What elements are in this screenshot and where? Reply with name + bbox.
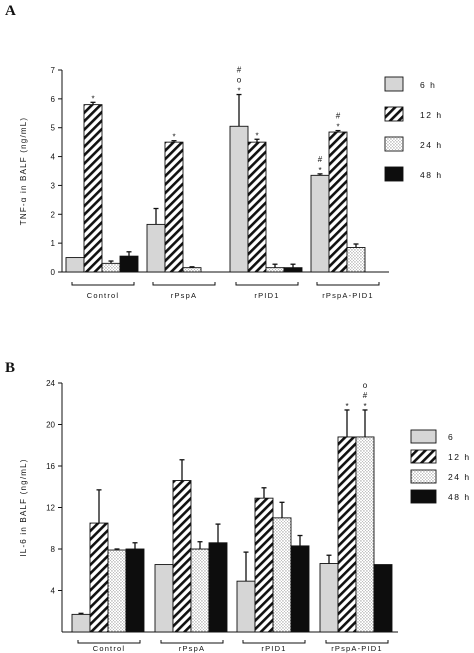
legend-label: 6 h bbox=[420, 80, 436, 90]
y-tick-label: 16 bbox=[46, 462, 55, 471]
significance-mark: * bbox=[172, 133, 175, 142]
legend-label: 12 h bbox=[420, 110, 443, 120]
significance-mark: # bbox=[318, 155, 323, 164]
legend-swatch bbox=[410, 489, 437, 504]
y-tick-label: 6 bbox=[51, 95, 56, 104]
category-bracket bbox=[71, 282, 135, 286]
legend-swatch bbox=[384, 76, 404, 92]
significance-mark: # bbox=[363, 391, 368, 400]
bar bbox=[265, 267, 285, 273]
bar bbox=[247, 141, 267, 273]
legend-label: 24 h bbox=[420, 140, 443, 150]
bar bbox=[65, 257, 85, 273]
significance-mark: * bbox=[237, 87, 240, 96]
significance-mark: * bbox=[255, 131, 258, 140]
bar bbox=[89, 522, 109, 633]
bar bbox=[154, 564, 174, 633]
chart-tnf-alpha: 0 1 2 3 4 5 6 7 TNF-α in BALF (ng/mL) Control rPsp… bbox=[19, 66, 443, 300]
bar bbox=[83, 104, 103, 273]
y-tick-label: 5 bbox=[51, 124, 56, 133]
y-tick-label: 7 bbox=[51, 66, 56, 75]
significance-mark: * bbox=[318, 166, 321, 175]
legend-label: 24 h bbox=[448, 472, 471, 482]
category-label: rPspA bbox=[171, 291, 197, 300]
category-bracket bbox=[242, 640, 306, 644]
y-tick-label: 8 bbox=[51, 545, 56, 554]
panel-label-b: B bbox=[5, 360, 15, 376]
legend-swatch bbox=[384, 106, 404, 122]
legend-swatch bbox=[384, 136, 404, 152]
significance-mark: * bbox=[363, 402, 366, 411]
bar bbox=[107, 549, 127, 633]
y-axis-title: IL-6 in BALF (ng/mL) bbox=[19, 458, 28, 556]
bar bbox=[190, 548, 210, 633]
bar bbox=[346, 247, 366, 273]
bar bbox=[236, 580, 256, 633]
bar bbox=[319, 563, 339, 633]
category-bracket bbox=[316, 282, 380, 286]
legend-swatch bbox=[410, 429, 437, 444]
bar bbox=[164, 141, 184, 273]
category-bracket bbox=[235, 282, 299, 286]
y-tick-label: 24 bbox=[46, 379, 55, 388]
y-tick-label: 2 bbox=[51, 210, 56, 219]
y-tick-label: 12 bbox=[46, 504, 55, 513]
y-tick-label: 20 bbox=[46, 421, 55, 430]
significance-mark: * bbox=[345, 402, 348, 411]
y-axis-title: TNF-α in BALF (ng/mL) bbox=[19, 117, 28, 226]
legend-label: 6 bbox=[448, 432, 454, 442]
bar bbox=[254, 497, 274, 633]
legend-label: 48 h bbox=[420, 170, 443, 180]
bar bbox=[355, 436, 375, 633]
bar bbox=[283, 267, 303, 273]
significance-mark: * bbox=[336, 123, 339, 132]
y-tick-label: 1 bbox=[51, 239, 56, 248]
legend-swatch bbox=[410, 449, 437, 464]
bar bbox=[182, 267, 202, 273]
bar bbox=[172, 480, 192, 633]
category-bracket bbox=[325, 640, 389, 644]
chart-il-6: 4 8 12 16 20 24 IL-6 in BALF (ng/mL) Control rPs… bbox=[19, 379, 471, 653]
bar bbox=[373, 564, 393, 633]
bar bbox=[119, 255, 139, 273]
category-label: Control bbox=[87, 291, 120, 300]
category-bracket bbox=[152, 282, 216, 286]
significance-mark: # bbox=[336, 112, 341, 121]
bar bbox=[71, 613, 91, 633]
legend-swatch bbox=[410, 469, 437, 484]
category-label: rPID1 bbox=[254, 291, 279, 300]
category-bracket bbox=[77, 640, 141, 644]
bar bbox=[146, 223, 166, 273]
significance-mark: * bbox=[91, 94, 94, 103]
legend-swatch bbox=[384, 166, 404, 182]
bar bbox=[208, 542, 228, 633]
panel-label-a: A bbox=[5, 3, 16, 19]
category-bracket bbox=[160, 640, 224, 644]
bar bbox=[310, 174, 330, 273]
bar bbox=[290, 545, 310, 633]
legend-label: 48 h bbox=[448, 492, 471, 502]
significance-mark: o bbox=[363, 381, 368, 390]
bar bbox=[337, 436, 357, 633]
bar bbox=[272, 517, 292, 633]
category-label: rPspA bbox=[179, 644, 205, 653]
bar bbox=[229, 125, 249, 273]
category-label: rPspA-PID1 bbox=[322, 291, 374, 300]
y-tick-label: 0 bbox=[51, 268, 56, 277]
significance-mark: # bbox=[237, 66, 242, 75]
category-label: rPspA-PID1 bbox=[331, 644, 383, 653]
y-tick-label: 4 bbox=[51, 587, 56, 596]
significance-mark: o bbox=[237, 76, 242, 85]
y-tick-label: 3 bbox=[51, 181, 56, 190]
legend-label: 12 h bbox=[448, 452, 471, 462]
bar bbox=[125, 548, 145, 633]
bar bbox=[328, 131, 348, 273]
bar bbox=[101, 262, 121, 273]
category-label: Control bbox=[93, 644, 126, 653]
y-tick-label: 4 bbox=[51, 153, 56, 162]
category-label: rPID1 bbox=[261, 644, 286, 653]
